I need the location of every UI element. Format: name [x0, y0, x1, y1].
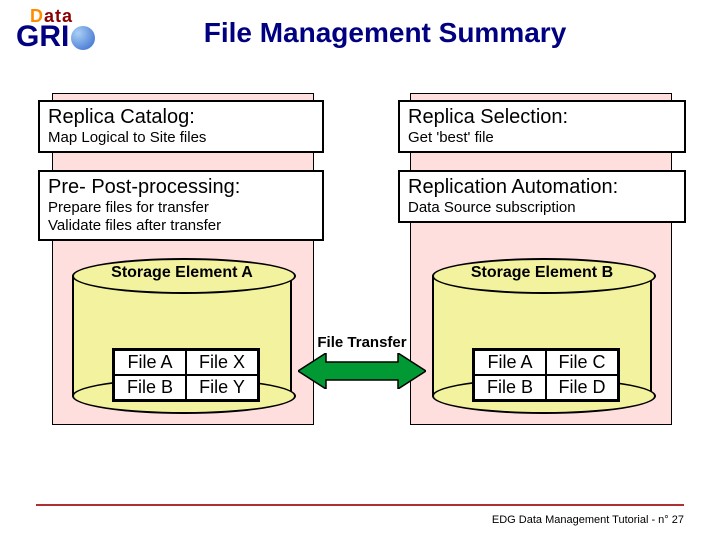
- file-cell: File A: [114, 350, 186, 375]
- box-sub-2: Validate files after transfer: [48, 217, 314, 235]
- box-sub: Data Source subscription: [408, 199, 676, 217]
- cylinder-body: Storage Element B File A File C File B F…: [432, 276, 652, 396]
- storage-element-a: Storage Element A File A File X File B F…: [72, 276, 292, 396]
- box-title: Pre- Post-processing:: [48, 175, 314, 199]
- box-title: Replica Selection:: [408, 105, 676, 129]
- cylinder-body: Storage Element A File A File X File B F…: [72, 276, 292, 396]
- diagram-area: Replica Catalog: Map Logical to Site fil…: [0, 58, 720, 458]
- footer-divider: [36, 504, 684, 506]
- double-arrow-icon: [298, 353, 426, 389]
- box-title: Replica Catalog:: [48, 105, 314, 129]
- box-sub-1: Prepare files for transfer: [48, 199, 314, 217]
- cylinder-label: Storage Element A: [74, 264, 290, 282]
- file-cell: File B: [474, 375, 546, 400]
- file-cell: File Y: [186, 375, 258, 400]
- file-transfer-arrow: File Transfer: [298, 334, 426, 394]
- file-cell: File C: [546, 350, 618, 375]
- file-grid-b: File A File C File B File D: [472, 348, 620, 402]
- replica-selection-box: Replica Selection: Get 'best' file: [398, 100, 686, 153]
- logo-grid-text: GRI: [16, 22, 69, 52]
- datagrid-logo: Data GRI: [16, 8, 106, 58]
- replica-catalog-box: Replica Catalog: Map Logical to Site fil…: [38, 100, 324, 153]
- globe-icon: [71, 26, 95, 50]
- storage-element-b: Storage Element B File A File C File B F…: [432, 276, 652, 396]
- box-title: Replication Automation:: [408, 175, 676, 199]
- box-sub: Get 'best' file: [408, 129, 676, 147]
- cylinder-label: Storage Element B: [434, 264, 650, 282]
- header: Data GRI File Management Summary: [0, 0, 720, 58]
- replication-automation-box: Replication Automation: Data Source subs…: [398, 170, 686, 223]
- file-cell: File A: [474, 350, 546, 375]
- footer-text: EDG Data Management Tutorial - n° 27: [492, 514, 684, 526]
- page-title: File Management Summary: [126, 17, 704, 49]
- file-cell: File X: [186, 350, 258, 375]
- file-cell: File D: [546, 375, 618, 400]
- box-sub: Map Logical to Site files: [48, 129, 314, 147]
- file-grid-a: File A File X File B File Y: [112, 348, 260, 402]
- file-cell: File B: [114, 375, 186, 400]
- arrow-label: File Transfer: [315, 334, 408, 351]
- pre-post-box: Pre- Post-processing: Prepare files for …: [38, 170, 324, 241]
